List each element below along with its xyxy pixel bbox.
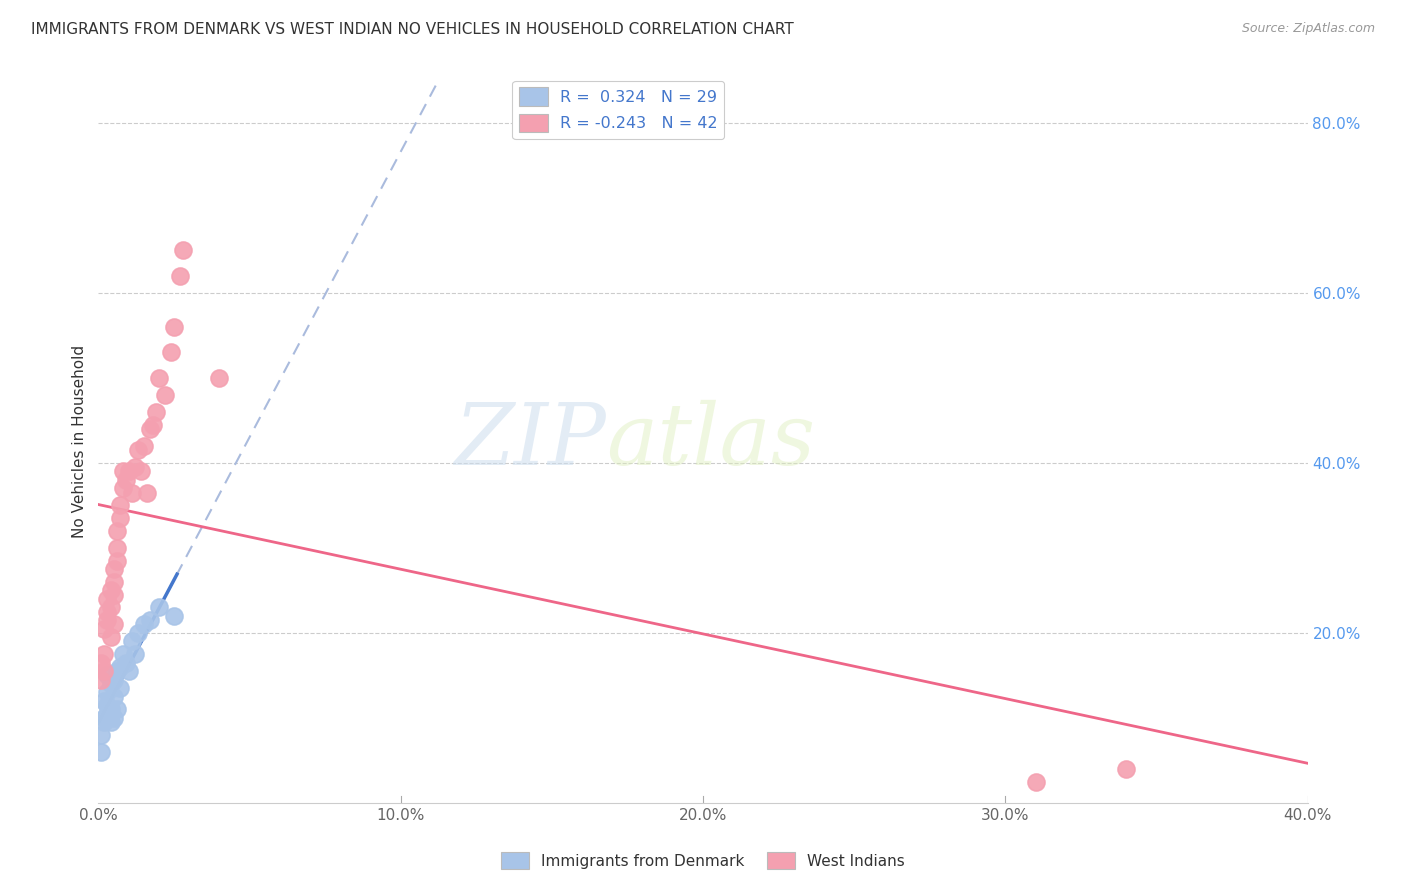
Text: atlas: atlas xyxy=(606,401,815,483)
Point xyxy=(148,371,170,385)
Point xyxy=(96,613,118,627)
Point xyxy=(90,745,112,759)
Point xyxy=(103,562,125,576)
Point xyxy=(93,647,115,661)
Point xyxy=(160,345,183,359)
Point xyxy=(124,460,146,475)
Point xyxy=(93,622,115,636)
Legend: R =  0.324   N = 29, R = -0.243   N = 42: R = 0.324 N = 29, R = -0.243 N = 42 xyxy=(512,81,724,138)
Point xyxy=(105,664,128,678)
Point xyxy=(114,656,136,670)
Point xyxy=(96,698,118,712)
Point xyxy=(96,685,118,699)
Point xyxy=(108,511,131,525)
Point xyxy=(100,677,122,691)
Point xyxy=(121,634,143,648)
Point xyxy=(93,714,115,729)
Point xyxy=(139,613,162,627)
Y-axis label: No Vehicles in Household: No Vehicles in Household xyxy=(72,345,87,538)
Point xyxy=(105,541,128,555)
Point xyxy=(100,714,122,729)
Point xyxy=(132,439,155,453)
Point xyxy=(96,668,118,682)
Point xyxy=(153,388,176,402)
Point xyxy=(124,647,146,661)
Point xyxy=(93,664,115,678)
Point xyxy=(111,481,134,495)
Point xyxy=(114,473,136,487)
Point xyxy=(111,464,134,478)
Point xyxy=(118,464,141,478)
Point xyxy=(118,664,141,678)
Point xyxy=(105,553,128,567)
Point xyxy=(103,574,125,589)
Text: IMMIGRANTS FROM DENMARK VS WEST INDIAN NO VEHICLES IN HOUSEHOLD CORRELATION CHAR: IMMIGRANTS FROM DENMARK VS WEST INDIAN N… xyxy=(31,22,793,37)
Point xyxy=(127,625,149,640)
Point xyxy=(96,591,118,606)
Point xyxy=(208,371,231,385)
Point xyxy=(100,630,122,644)
Point xyxy=(163,319,186,334)
Point xyxy=(135,485,157,500)
Point xyxy=(105,524,128,538)
Point xyxy=(93,694,115,708)
Point xyxy=(96,605,118,619)
Point xyxy=(103,711,125,725)
Point xyxy=(1024,774,1046,789)
Point xyxy=(148,600,170,615)
Text: ZIP: ZIP xyxy=(454,401,606,483)
Point xyxy=(121,485,143,500)
Point xyxy=(169,268,191,283)
Point xyxy=(163,608,186,623)
Point xyxy=(90,728,112,742)
Point xyxy=(108,498,131,512)
Point xyxy=(90,656,112,670)
Point xyxy=(103,690,125,704)
Point xyxy=(139,422,162,436)
Point xyxy=(105,702,128,716)
Point xyxy=(108,681,131,695)
Point xyxy=(93,711,115,725)
Legend: Immigrants from Denmark, West Indians: Immigrants from Denmark, West Indians xyxy=(495,846,911,875)
Point xyxy=(111,647,134,661)
Point xyxy=(132,617,155,632)
Point xyxy=(103,588,125,602)
Point xyxy=(100,600,122,615)
Point xyxy=(145,405,167,419)
Point xyxy=(100,583,122,598)
Point xyxy=(100,702,122,716)
Point xyxy=(108,660,131,674)
Point xyxy=(96,706,118,721)
Point xyxy=(103,617,125,632)
Point xyxy=(129,464,152,478)
Text: Source: ZipAtlas.com: Source: ZipAtlas.com xyxy=(1241,22,1375,36)
Point xyxy=(142,417,165,432)
Point xyxy=(127,443,149,458)
Point xyxy=(172,244,194,258)
Point xyxy=(103,673,125,687)
Point xyxy=(1115,762,1137,776)
Point xyxy=(90,673,112,687)
